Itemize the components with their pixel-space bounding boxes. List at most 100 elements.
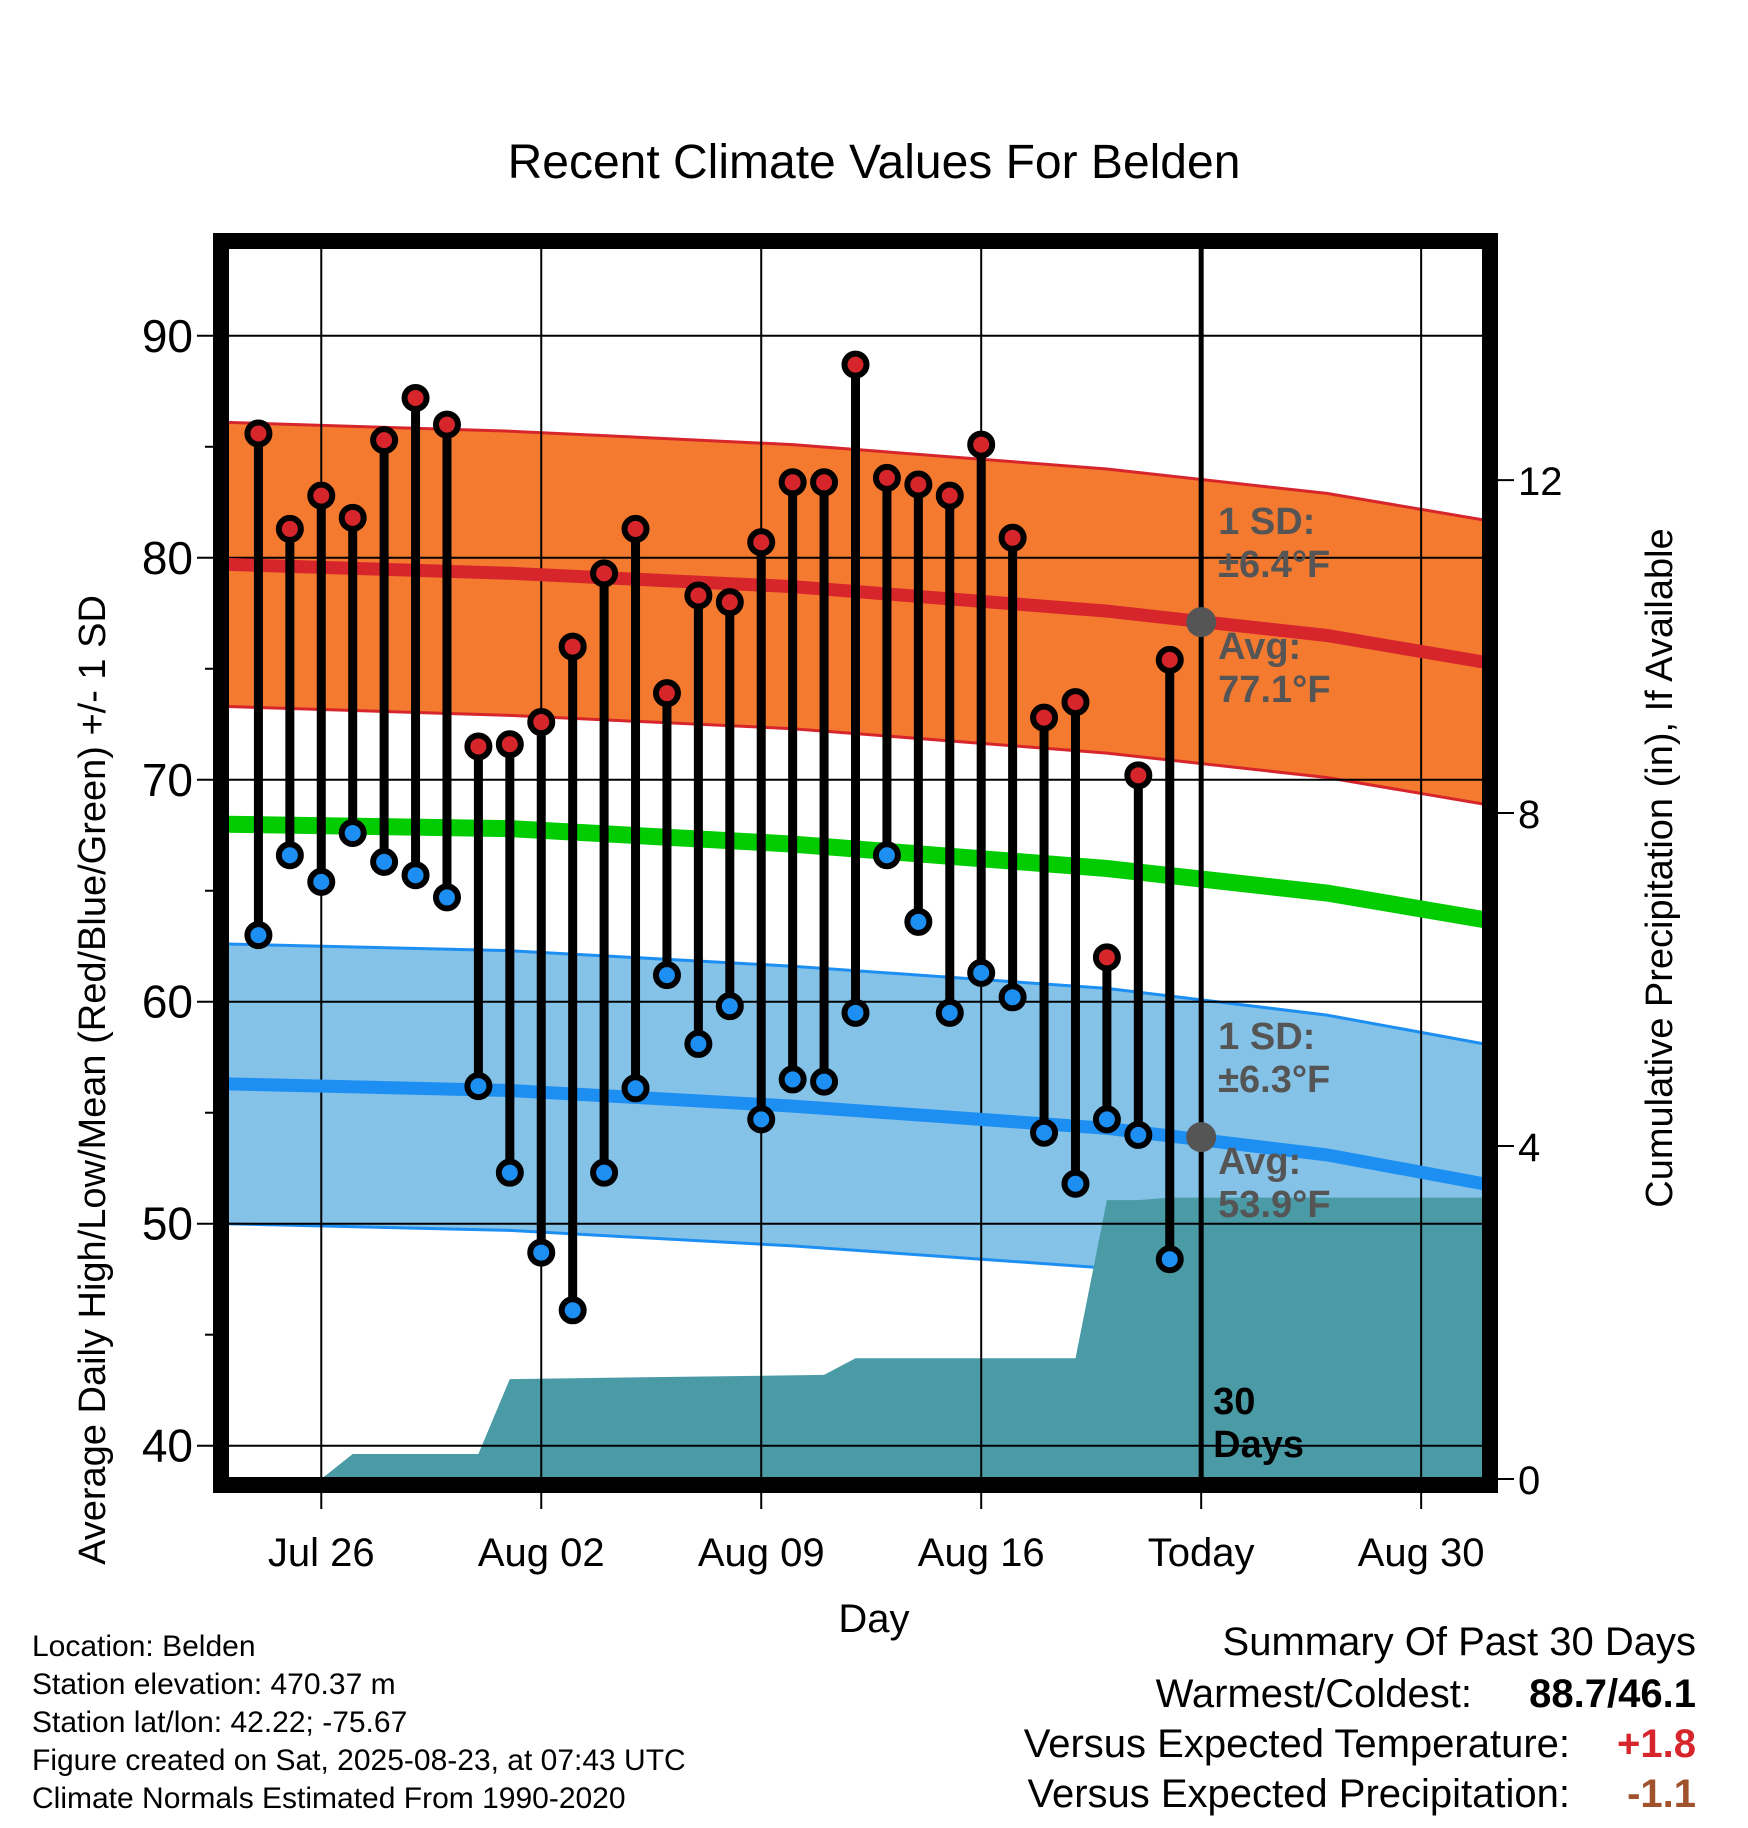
low-avg-label: Avg:	[1218, 1141, 1301, 1183]
daily-low-point	[1030, 1118, 1059, 1147]
daily-high-point	[338, 503, 367, 532]
daily-high-point	[872, 463, 901, 492]
daily-high-point	[527, 708, 556, 737]
high-avg-label: Avg:	[1218, 626, 1301, 668]
daily-high-point	[715, 588, 744, 617]
location-text: Location: Belden	[32, 1630, 256, 1663]
daily-high-point	[590, 559, 619, 588]
daily-high-point	[495, 730, 524, 759]
daily-high-point	[621, 514, 650, 543]
daily-low-point	[370, 847, 399, 876]
created-text: Figure created on Sat, 2025-08-23, at 07…	[32, 1744, 686, 1777]
y2-tick-label: 4	[1518, 1126, 1540, 1170]
daily-high-point	[275, 514, 304, 543]
daily-low-point	[464, 1072, 493, 1101]
x-tick-label: Aug 09	[698, 1531, 825, 1575]
daily-high-point	[652, 679, 681, 708]
daily-low-point	[495, 1158, 524, 1187]
daily-low-point	[904, 907, 933, 936]
y-tick-label: 70	[142, 754, 193, 806]
daily-high-point	[841, 350, 870, 379]
daily-low-point	[652, 961, 681, 990]
temperature-anomaly-value: +1.8	[1617, 1722, 1696, 1766]
daily-high-point	[401, 383, 430, 412]
temperature-anomaly-label: Versus Expected Temperature:	[1023, 1722, 1570, 1766]
plot-inner	[227, 247, 1484, 1479]
y2-tick-label: 12	[1518, 460, 1563, 504]
normals-text: Climate Normals Estimated From 1990-2020	[32, 1782, 626, 1815]
daily-low-point	[1061, 1169, 1090, 1198]
y-tick-label: 60	[142, 976, 193, 1028]
daily-low-point	[1124, 1120, 1153, 1149]
daily-high-point	[1092, 943, 1121, 972]
low-sd-value: ±6.3°F	[1218, 1059, 1330, 1101]
daily-high-point	[432, 410, 461, 439]
daily-high-point	[935, 481, 964, 510]
daily-low-point	[558, 1296, 587, 1325]
high-sd-upper-edge	[227, 420, 1484, 522]
x-tick-label: Today	[1148, 1531, 1255, 1575]
precipitation-anomaly-value: -1.1	[1627, 1772, 1696, 1816]
daily-high-point	[778, 468, 807, 497]
daily-high-point	[1124, 761, 1153, 790]
y2-axis-label: Cumulative Precipitation (in), If Availa…	[1639, 528, 1681, 1207]
latlon-text: Station lat/lon: 42.22; -75.67	[32, 1706, 408, 1739]
daily-low-point	[810, 1067, 839, 1096]
x-tick-label: Jul 26	[268, 1531, 375, 1575]
x-tick-label: Aug 30	[1358, 1531, 1485, 1575]
daily-low-point	[1155, 1245, 1184, 1274]
daily-high-point	[307, 481, 336, 510]
x-tick-label: Aug 02	[478, 1531, 605, 1575]
warmest-coldest-label: Warmest/Coldest:	[1155, 1672, 1472, 1716]
daily-high-point	[967, 430, 996, 459]
high-avg-value: 77.1°F	[1218, 669, 1330, 711]
chart-title: Recent Climate Values For Belden	[508, 136, 1241, 189]
daily-high-point	[1030, 703, 1059, 732]
low-sd-label: 1 SD:	[1218, 1016, 1315, 1058]
y-tick-label: 50	[142, 1198, 193, 1250]
low-normal-line	[227, 1077, 1484, 1191]
high-sd-value: ±6.4°F	[1218, 544, 1330, 586]
warmest-coldest-value: 88.7/46.1	[1529, 1672, 1696, 1716]
today-high-avg-point	[1186, 607, 1217, 638]
precipitation-anomaly-label: Versus Expected Precipitation:	[1027, 1772, 1570, 1816]
daily-low-point	[275, 841, 304, 870]
daily-high-point	[244, 419, 273, 448]
daily-low-point	[872, 841, 901, 870]
y-axis-label: Average Daily High/Low/Mean (Red/Blue/Gr…	[72, 595, 114, 1565]
window-label-unit: Days	[1213, 1424, 1304, 1466]
x-tick-label: Aug 16	[918, 1531, 1045, 1575]
daily-low-point	[338, 819, 367, 848]
y2-tick-label: 8	[1518, 793, 1540, 837]
daily-low-point	[432, 883, 461, 912]
x-axis-label: Day	[838, 1597, 909, 1641]
high-sd-label: 1 SD:	[1218, 501, 1315, 543]
daily-low-point	[715, 992, 744, 1021]
plot-frame	[213, 233, 1498, 1493]
daily-low-point	[684, 1029, 713, 1058]
daily-high-point	[684, 581, 713, 610]
daily-high-point	[810, 468, 839, 497]
precipitation-area	[321, 1197, 1484, 1479]
y-tick-label: 90	[142, 310, 193, 362]
daily-high-point	[1061, 688, 1090, 717]
daily-high-point	[464, 732, 493, 761]
daily-high-point	[998, 523, 1027, 552]
y-tick-label: 40	[142, 1420, 193, 1472]
low-avg-value: 53.9°F	[1218, 1184, 1330, 1226]
elevation-text: Station elevation: 470.37 m	[32, 1668, 396, 1701]
daily-low-point	[1092, 1105, 1121, 1134]
window-label-number: 30	[1213, 1381, 1255, 1423]
daily-low-point	[998, 983, 1027, 1012]
today-low-avg-point	[1186, 1122, 1217, 1153]
daily-low-point	[307, 867, 336, 896]
daily-high-point	[1155, 645, 1184, 674]
daily-high-point	[904, 470, 933, 499]
summary-title: Summary Of Past 30 Days	[1222, 1620, 1696, 1664]
daily-low-point	[747, 1105, 776, 1134]
daily-low-point	[621, 1074, 650, 1103]
daily-low-point	[841, 998, 870, 1027]
daily-low-point	[401, 861, 430, 890]
